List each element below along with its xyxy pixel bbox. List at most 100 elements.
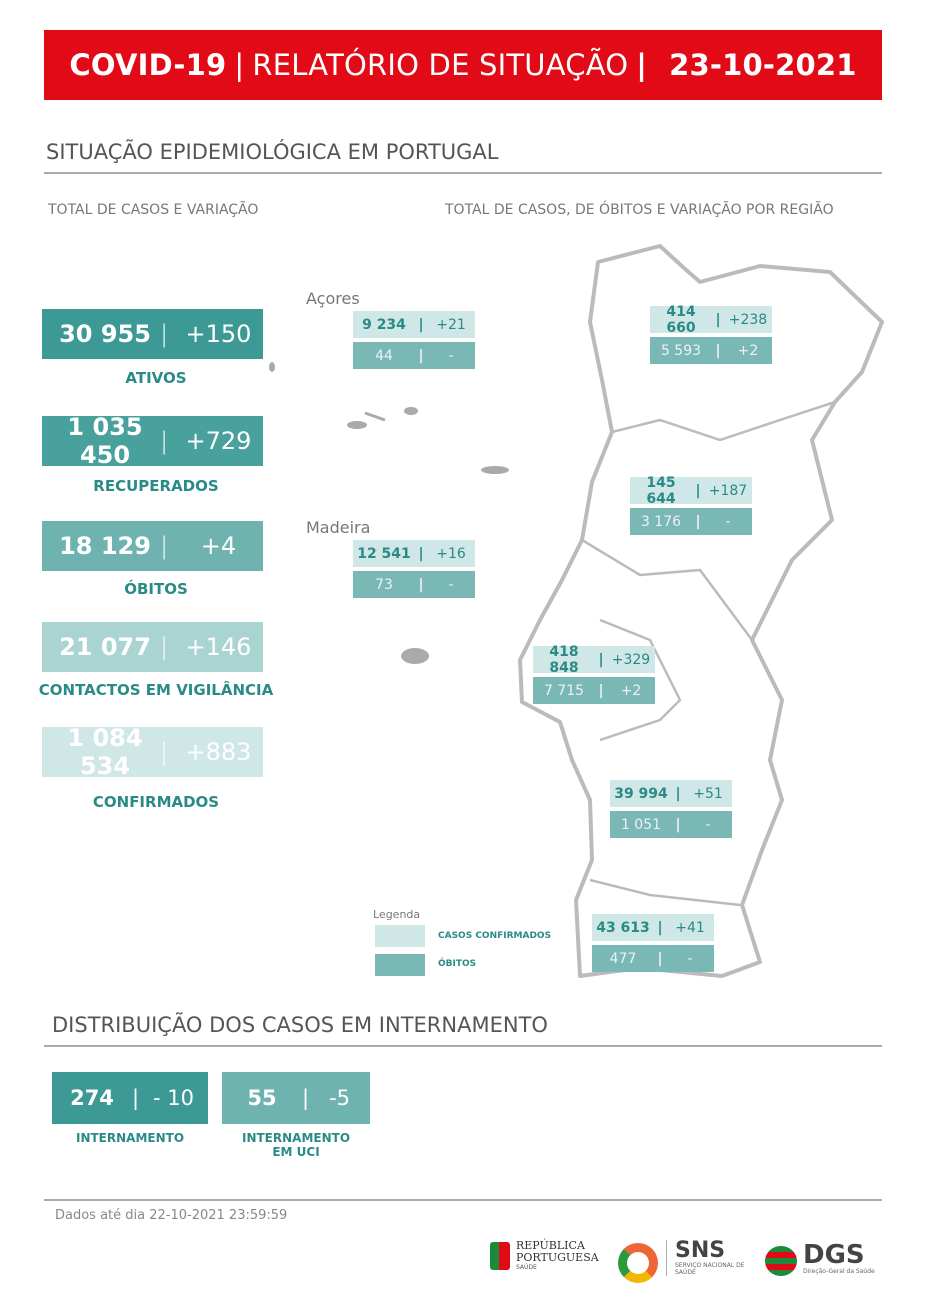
- divider: |: [160, 427, 169, 455]
- hospital-label: INTERNAMENTO: [52, 1131, 208, 1145]
- region-cases: 145 644 | +187: [630, 474, 752, 507]
- deaths-change: -: [448, 347, 454, 364]
- header-title: COVID-19: [69, 48, 227, 82]
- logo-text: DGS: [803, 1240, 865, 1270]
- deaths-change: +2: [620, 682, 642, 699]
- header-subtitle: RELATÓRIO DE SITUAÇÃO: [252, 48, 629, 82]
- region-border: [581, 538, 754, 641]
- sns-icon: [618, 1243, 658, 1283]
- deaths-value: 7 715: [543, 682, 585, 699]
- stat-change: +729: [185, 427, 252, 455]
- divider: |: [132, 1086, 140, 1110]
- cases-change: +187: [708, 482, 748, 499]
- region-deaths: 1 051 | -: [610, 811, 732, 838]
- region-cases: 12 541 | +16: [353, 540, 475, 567]
- cases-change: +329: [611, 651, 651, 668]
- divider: |: [636, 48, 648, 82]
- hospital-value: 55: [247, 1086, 277, 1110]
- logo-dgs: DGS Direção-Geral da Saúde: [803, 1242, 875, 1275]
- divider: |: [302, 1086, 310, 1110]
- divider: |: [160, 738, 169, 766]
- region-name: Madeira: [306, 518, 371, 537]
- region-deaths: 3 176 | -: [630, 508, 752, 535]
- hospital-value: 274: [70, 1086, 114, 1110]
- divider: |: [160, 532, 169, 560]
- report-header: COVID-19 | RELATÓRIO DE SITUAÇÃO | 23-10…: [44, 30, 882, 100]
- hospital-label-line: EM UCI: [272, 1145, 320, 1159]
- region-deaths: 5 593 | +2: [650, 337, 772, 364]
- deaths-value: 5 593: [660, 342, 702, 359]
- dgs-icon: [765, 1246, 797, 1276]
- region-border: [611, 400, 836, 442]
- section-title: SITUAÇÃO EPIDEMIOLÓGICA EM PORTUGAL: [46, 140, 499, 164]
- cases-value: 145 644: [646, 474, 676, 507]
- stat-value: 30 955: [59, 320, 151, 348]
- region-cases: 418 848 | +329: [533, 644, 655, 676]
- report-date: 23-10-2021: [669, 48, 857, 82]
- legend-label-confirmed: CASOS CONFIRMADOS: [438, 931, 552, 941]
- legend-swatch-confirmed: [375, 925, 425, 947]
- hospital-label-line: INTERNAMENTO: [75, 1131, 185, 1145]
- region-deaths: 44 | -: [353, 342, 475, 369]
- flag-icon: [490, 1241, 510, 1270]
- cases-change: +41: [675, 919, 705, 936]
- legend-label-deaths: ÓBITOS: [438, 959, 477, 969]
- cases-value: 43 613: [596, 919, 650, 936]
- hospital-change: - 10: [153, 1086, 195, 1110]
- cases-value: 12 541: [357, 545, 411, 562]
- logo-text: REPÚBLICA PORTUGUESA: [516, 1239, 599, 1264]
- stat-box-0: 30 955 | +150: [42, 309, 263, 359]
- logo-subtext: SAÚDE: [516, 1264, 537, 1271]
- mainland-outline: [518, 244, 884, 978]
- hospital-box-1: 55 | -5: [222, 1072, 370, 1124]
- region-cases: 43 613 | +41: [592, 914, 714, 941]
- region-deaths: 477 | -: [592, 945, 714, 972]
- right-subtitle: TOTAL DE CASOS, DE ÓBITOS E VARIAÇÃO POR…: [445, 202, 834, 218]
- stat-box-4: 1 084 534 | +883: [42, 724, 263, 780]
- stat-label: RECUPERADOS: [93, 477, 219, 495]
- cases-value: 9 234: [362, 316, 406, 333]
- stat-box-2: 18 129 | +4: [42, 521, 263, 571]
- logo-text: SNS: [675, 1238, 726, 1263]
- region-cases: 9 234 | +21: [353, 311, 475, 338]
- cases-change: +16: [436, 545, 466, 562]
- islands: [269, 362, 509, 664]
- stat-box-1: 1 035 450 | +729: [42, 413, 263, 469]
- logo-sns: SNS SERVIÇO NACIONAL DE SAÚDE: [666, 1240, 745, 1276]
- deaths-change: -: [705, 816, 711, 833]
- stat-value: 1 035 450: [67, 413, 143, 469]
- stat-label: CONTACTOS EM VIGILÂNCIA: [38, 681, 274, 699]
- deaths-change: -: [725, 513, 731, 530]
- stat-value: 18 129: [59, 532, 151, 560]
- left-subtitle: TOTAL DE CASOS E VARIAÇÃO: [48, 202, 259, 218]
- section-title: DISTRIBUIÇÃO DOS CASOS EM INTERNAMENTO: [52, 1013, 548, 1037]
- cases-value: 39 994: [614, 785, 668, 802]
- logo-republica: REPÚBLICA PORTUGUESA SAÚDE: [490, 1240, 606, 1271]
- legend-title: Legenda: [373, 908, 421, 921]
- divider: [44, 1045, 882, 1047]
- cases-value: 414 660: [666, 303, 696, 336]
- hospital-label: INTERNAMENTO EM UCI: [222, 1131, 370, 1159]
- deaths-change: -: [687, 950, 693, 967]
- deaths-change: +2: [737, 342, 759, 359]
- divider: |: [160, 320, 169, 348]
- region-deaths: 73 | -: [353, 571, 475, 598]
- divider: [44, 1199, 882, 1201]
- deaths-change: -: [448, 576, 454, 593]
- deaths-value: 477: [609, 950, 637, 967]
- hospital-change: -5: [329, 1086, 351, 1110]
- deaths-value: 3 176: [640, 513, 682, 530]
- logo-subtext: Direção-Geral da Saúde: [803, 1268, 875, 1275]
- stat-change: +146: [185, 633, 252, 661]
- hospital-box-0: 274 | - 10: [52, 1072, 208, 1124]
- deaths-value: 44: [375, 347, 393, 364]
- stat-label: ÓBITOS: [124, 580, 188, 598]
- region-deaths: 7 715 | +2: [533, 677, 655, 704]
- region-cases: 39 994 | +51: [610, 780, 732, 807]
- divider: [44, 172, 882, 174]
- cases-change: +238: [728, 311, 768, 328]
- stat-box-3: 21 077 | +146: [42, 622, 263, 672]
- cases-change: +51: [693, 785, 723, 802]
- hospital-label-line: INTERNAMENTO: [241, 1131, 351, 1145]
